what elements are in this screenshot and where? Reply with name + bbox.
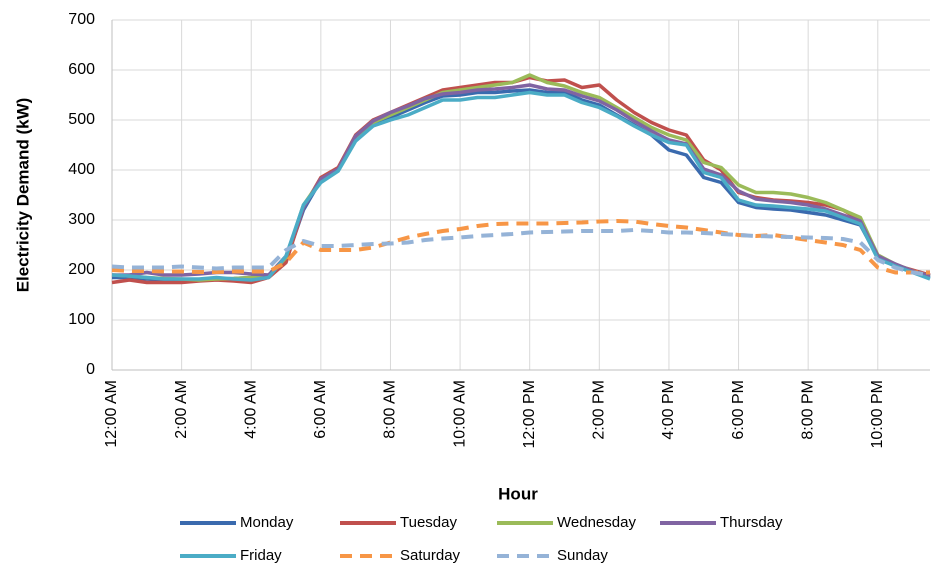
series-line xyxy=(111,75,931,285)
x-tick-label: 10:00 AM xyxy=(451,380,468,448)
legend-label: Thursday xyxy=(720,514,783,531)
y-tick-label: 200 xyxy=(68,261,95,278)
legend-label: Wednesday xyxy=(557,514,636,531)
y-tick-label: 400 xyxy=(68,161,95,178)
series-line xyxy=(111,219,930,275)
y-tick-label: 700 xyxy=(68,11,95,28)
x-tick-label: 12:00 AM xyxy=(103,380,120,448)
legend-label: Sunday xyxy=(557,547,608,564)
x-tick-label: 6:00 AM xyxy=(312,380,329,439)
y-axis-title: Electricity Demand (kW) xyxy=(13,98,32,293)
series-line xyxy=(112,83,931,278)
legend-label: Monday xyxy=(240,514,294,531)
y-tick-label: 0 xyxy=(86,361,95,378)
x-tick-label: 8:00 AM xyxy=(382,380,399,439)
series-line xyxy=(111,228,931,277)
x-tick-label: 8:00 PM xyxy=(799,380,816,440)
legend-label: Tuesday xyxy=(400,514,457,531)
x-tick-label: 12:00 PM xyxy=(521,380,538,448)
x-tick-label: 4:00 AM xyxy=(242,380,259,439)
x-tick-label: 2:00 AM xyxy=(173,380,190,439)
x-tick-label: 6:00 PM xyxy=(730,380,747,440)
y-tick-label: 500 xyxy=(68,111,95,128)
legend-label: Friday xyxy=(240,547,282,564)
x-axis-title: Hour xyxy=(498,484,538,503)
x-tick-label: 4:00 PM xyxy=(660,380,677,440)
series-line xyxy=(112,88,931,282)
y-tick-label: 300 xyxy=(68,211,95,228)
x-tick-label: 10:00 PM xyxy=(869,380,886,448)
y-tick-label: 600 xyxy=(68,61,95,78)
x-tick-label: 2:00 PM xyxy=(591,380,608,440)
y-tick-label: 100 xyxy=(68,311,95,328)
series-line xyxy=(111,73,931,282)
legend-label: Saturday xyxy=(400,547,461,564)
series-line xyxy=(111,90,931,282)
